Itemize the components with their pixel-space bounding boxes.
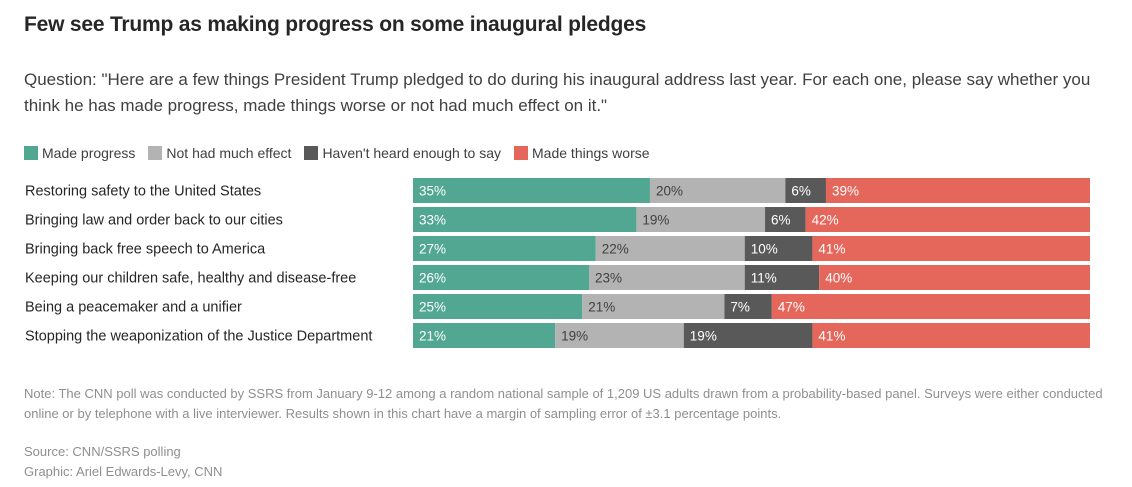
bar-segment-haven-t-heard-enough-to-say-row-3	[744, 236, 813, 261]
data-label-not-had-much-effect-row-3: 22%	[602, 242, 629, 257]
chart-title: Few see Trump as making progress on some…	[24, 13, 647, 36]
bar-segment-made-progress-row-4	[413, 265, 590, 290]
data-label-not-had-much-effect-row-6: 19%	[561, 329, 588, 344]
data-label-made-things-worse-row-2: 42%	[812, 213, 839, 228]
bar-segment-made-things-worse-row-1	[825, 178, 1090, 203]
bar-segment-made-things-worse-row-3	[812, 236, 1090, 261]
legend-item-havent-heard: Haven't heard enough to say	[304, 145, 501, 161]
data-label-made-things-worse-row-3: 41%	[818, 242, 845, 257]
data-label-not-had-much-effect-row-1: 20%	[656, 184, 683, 199]
bar-segment-made-progress-row-2	[413, 207, 637, 232]
data-label-made-progress-row-5: 25%	[419, 300, 446, 315]
legend-label-made-progress: Made progress	[42, 145, 136, 161]
stacked-bar-chart: Restoring safety to the United States 35%…	[25, 178, 1090, 348]
credit-line: Graphic: Ariel Edwards-Levy, CNN	[24, 464, 223, 479]
bar-segment-made-things-worse-row-2	[805, 207, 1090, 232]
data-label-haven-t-heard-enough-to-say-row-1: 6%	[791, 184, 811, 199]
category-label-keeping-our-children-safe-healthy-and-disease-free: Keeping our children safe, healthy and d…	[25, 271, 356, 287]
category-label-stopping-the-weaponization-of-the-justice-department: Stopping the weaponization of the Justic…	[25, 329, 372, 345]
bar-segment-haven-t-heard-enough-to-say-row-6	[683, 323, 813, 348]
data-label-made-progress-row-2: 33%	[419, 213, 446, 228]
legend: Made progress Not had much effect Haven'…	[24, 145, 663, 161]
chart-subtitle: Question: "Here are a few things Preside…	[24, 70, 1091, 115]
data-label-haven-t-heard-enough-to-say-row-6: 19%	[690, 329, 717, 344]
bar-segment-not-had-much-effect-row-1	[649, 178, 786, 203]
bar-segment-not-had-much-effect-row-6	[555, 323, 684, 348]
legend-swatch-havent-heard	[304, 146, 319, 160]
legend-item-made-progress: Made progress	[24, 145, 135, 161]
data-label-not-had-much-effect-row-4: 23%	[595, 271, 622, 286]
bar-segment-haven-t-heard-enough-to-say-row-2	[765, 207, 806, 232]
bar-segment-not-had-much-effect-row-2	[636, 207, 766, 232]
legend-item-not-much-effect: Not had much effect	[148, 145, 291, 161]
category-label-being-a-peacemaker-and-a-unifier: Being a peacemaker and a unifier	[25, 300, 242, 316]
legend-label-made-worse: Made things worse	[532, 145, 650, 161]
bar-segment-not-had-much-effect-row-5	[582, 294, 725, 319]
data-label-not-had-much-effect-row-5: 21%	[588, 300, 615, 315]
data-label-haven-t-heard-enough-to-say-row-5: 7%	[730, 300, 750, 315]
data-label-made-things-worse-row-4: 40%	[825, 271, 852, 286]
legend-item-made-worse: Made things worse	[514, 145, 650, 161]
bar-segment-made-things-worse-row-6	[812, 323, 1090, 348]
category-label-bringing-back-free-speech-to-america: Bringing back free speech to America	[25, 242, 266, 258]
legend-label-havent-heard: Haven't heard enough to say	[322, 145, 502, 161]
bar-segment-haven-t-heard-enough-to-say-row-5	[724, 294, 772, 319]
bar-segment-not-had-much-effect-row-3	[595, 236, 745, 261]
data-label-made-things-worse-row-1: 39%	[832, 184, 859, 199]
data-label-haven-t-heard-enough-to-say-row-3: 10%	[751, 242, 778, 257]
source-line: Source: CNN/SSRS polling	[24, 444, 181, 459]
bar-segment-haven-t-heard-enough-to-say-row-4	[744, 265, 820, 290]
legend-swatch-not-much-effect	[148, 146, 163, 160]
bar-segment-not-had-much-effect-row-4	[589, 265, 745, 290]
data-label-not-had-much-effect-row-2: 19%	[642, 213, 669, 228]
data-label-made-progress-row-4: 26%	[419, 271, 446, 286]
bar-segment-made-progress-row-3	[413, 236, 596, 261]
data-label-made-things-worse-row-6: 41%	[818, 329, 845, 344]
bar-segment-made-progress-row-6	[413, 323, 556, 348]
bar-segment-made-things-worse-row-5	[771, 294, 1090, 319]
data-label-haven-t-heard-enough-to-say-row-4: 11%	[751, 271, 777, 286]
chart-note: Note: The CNN poll was conducted by SSRS…	[24, 386, 1103, 421]
bar-segment-made-progress-row-1	[413, 178, 650, 203]
data-label-made-progress-row-6: 21%	[419, 329, 446, 344]
legend-label-not-much-effect: Not had much effect	[166, 145, 292, 161]
bar-segment-made-things-worse-row-4	[819, 265, 1090, 290]
bar-segment-haven-t-heard-enough-to-say-row-1	[785, 178, 826, 203]
legend-swatch-made-worse	[514, 146, 529, 160]
category-label-bringing-law-and-order-back-to-our-cities: Bringing law and order back to our citie…	[25, 213, 283, 229]
chart-source: Source: CNN/SSRS polling Graphic: Ariel …	[24, 442, 222, 482]
bar-segment-made-progress-row-5	[413, 294, 583, 319]
category-label-restoring-safety-to-the-united-states: Restoring safety to the United States	[25, 184, 261, 200]
legend-swatch-made-progress	[24, 146, 38, 160]
data-label-made-progress-row-3: 27%	[419, 242, 446, 257]
data-label-made-things-worse-row-5: 47%	[778, 300, 805, 315]
data-label-made-progress-row-1: 35%	[419, 184, 446, 199]
data-label-haven-t-heard-enough-to-say-row-2: 6%	[771, 213, 791, 228]
